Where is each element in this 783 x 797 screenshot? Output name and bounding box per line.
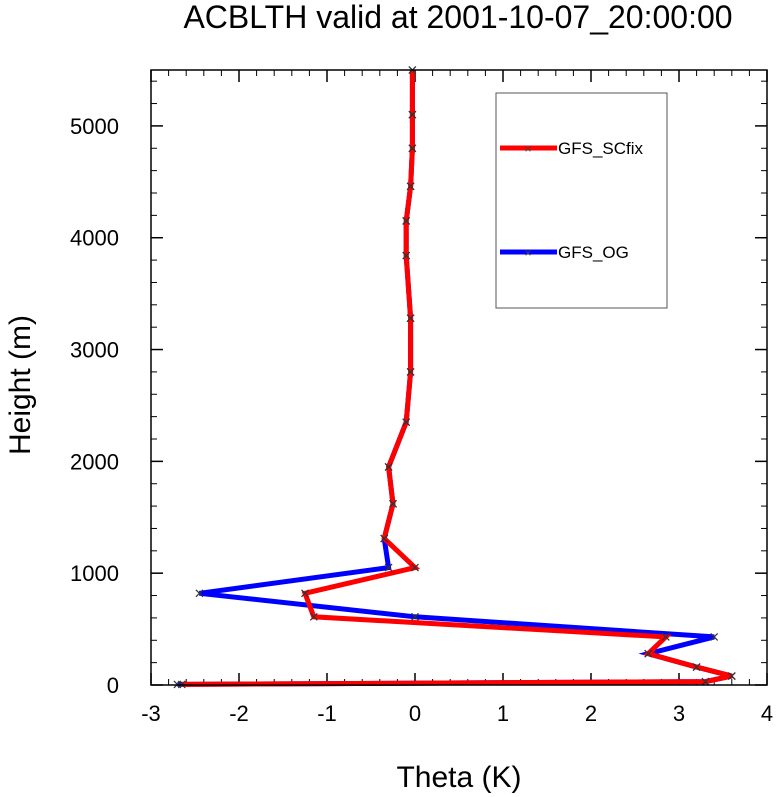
data-point-gfs-scfix [301,589,309,598]
data-point-gfs-scfix [380,534,389,543]
data-point-gfs-og [710,632,719,641]
data-point-gfs-scfix [408,144,417,153]
data-point-gfs-og [384,563,393,572]
y-tick-label: 5000 [70,114,119,139]
data-point-gfs-scfix [406,314,415,323]
x-tick-label: 4 [761,701,773,726]
legend-label-gfs-scfix: GFS_SCfix [558,139,644,158]
data-point-gfs-scfix [402,217,411,225]
data-point-gfs-scfix [402,418,411,427]
x-tick-label: 3 [673,701,685,726]
tick-labels: -3 -2 -1 0 1 2 3 4 0 1000 2000 3000 4000 5000 [70,114,773,726]
data-point-gfs-scfix [389,499,397,508]
data-point-gfs-scfix [727,672,736,680]
chart-title: ACBLTH valid at 2001-10-07_20:00:00 [183,0,732,35]
axis-ticks [150,70,768,686]
data-point-gfs-scfix [402,251,411,260]
legend-label-gfs-og: GFS_OG [558,243,629,262]
data-point-gfs-scfix [309,612,318,621]
data-point-gfs-scfix [408,110,417,119]
data-point-gfs-scfix [411,563,419,572]
x-tick-label: 1 [497,701,509,726]
y-tick-label: 1000 [70,561,119,586]
data-point-gfs-scfix [661,632,670,641]
data-point-gfs-scfix [406,182,415,191]
legend-marker-gfs-og: × [524,246,531,260]
y-tick-label: 0 [107,673,119,698]
legend-box [495,92,668,309]
x-axis-title: Theta (K) [396,761,521,794]
x-tick-label: 0 [409,701,421,726]
legend: × GFS_SCfix × GFS_OG [495,92,668,309]
legend-marker-gfs-scfix: × [524,142,531,156]
x-tick-label: -3 [141,701,161,726]
data-point-gfs-scfix [406,367,415,376]
y-tick-label: 2000 [70,449,119,474]
x-tick-label: -1 [317,701,337,726]
series-lines [173,66,736,689]
y-tick-label: 3000 [70,338,119,363]
data-point-gfs-og [195,589,204,598]
data-point-gfs-scfix [644,649,653,658]
data-point-gfs-scfix [701,677,710,686]
data-point-gfs-og [411,612,419,621]
y-tick-label: 4000 [70,226,119,251]
plot-frame [150,69,768,686]
data-point-gfs-scfix [692,663,701,672]
x-tick-label: -2 [229,701,249,726]
data-point-gfs-scfix [384,463,393,471]
x-tick-label: 2 [585,701,597,726]
y-axis-title: Height (m) [4,315,37,455]
